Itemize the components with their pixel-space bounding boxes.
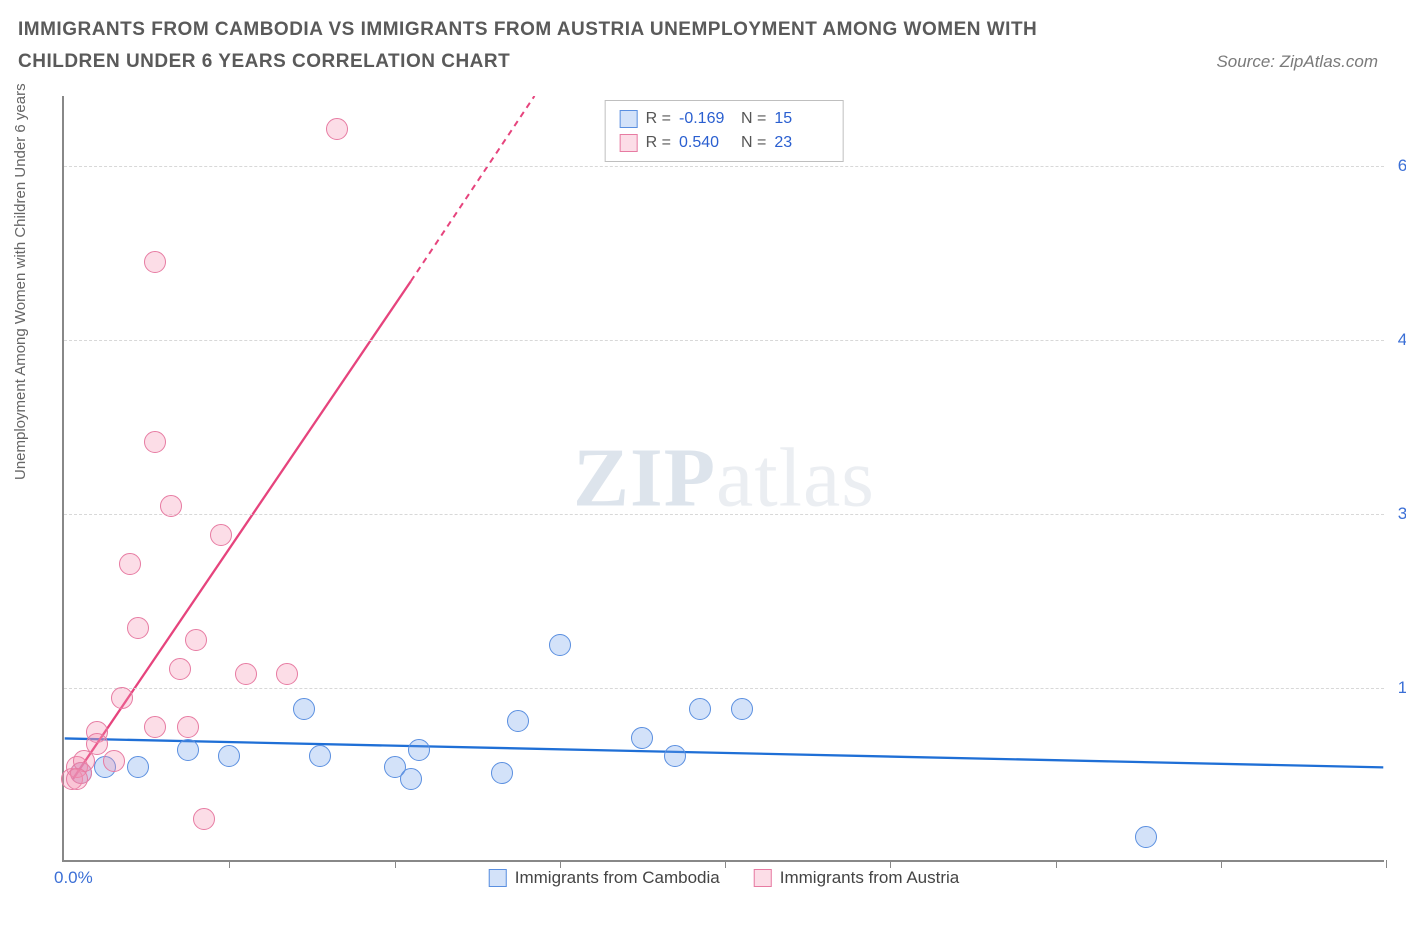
gridline xyxy=(64,514,1384,515)
swatch-cambodia-2 xyxy=(489,869,507,887)
watermark: ZIPatlas xyxy=(573,430,875,527)
r-value-1: 0.540 xyxy=(679,131,733,155)
point-austria xyxy=(144,251,166,273)
point-austria xyxy=(177,716,199,738)
point-cambodia xyxy=(309,745,331,767)
point-austria xyxy=(326,118,348,140)
point-austria xyxy=(86,733,108,755)
point-austria xyxy=(276,663,298,685)
series-legend: Immigrants from Cambodia Immigrants from… xyxy=(489,868,960,888)
series-name-1: Immigrants from Austria xyxy=(780,868,960,888)
point-cambodia xyxy=(664,745,686,767)
x-tick xyxy=(1056,860,1057,868)
y-tick-label: 30.0% xyxy=(1398,504,1406,524)
x-tick xyxy=(890,860,891,868)
point-austria xyxy=(66,768,88,790)
watermark-bold: ZIP xyxy=(573,432,716,525)
x-tick xyxy=(1386,860,1387,868)
r-value-0: -0.169 xyxy=(679,107,733,131)
x-tick xyxy=(229,860,230,868)
correlation-legend: R = -0.169 N = 15 R = 0.540 N = 23 xyxy=(605,100,844,162)
point-austria xyxy=(144,716,166,738)
r-label-0: R = xyxy=(646,107,671,131)
x-tick xyxy=(725,860,726,868)
point-austria xyxy=(119,553,141,575)
legend-row-cambodia: R = -0.169 N = 15 xyxy=(620,107,829,131)
x-axis-min-label: 0.0% xyxy=(54,868,93,888)
legend-row-austria: R = 0.540 N = 23 xyxy=(620,131,829,155)
point-cambodia xyxy=(400,768,422,790)
point-austria xyxy=(111,687,133,709)
point-austria xyxy=(103,750,125,772)
series-name-0: Immigrants from Cambodia xyxy=(515,868,720,888)
x-tick xyxy=(560,860,561,868)
point-austria xyxy=(169,658,191,680)
gridline xyxy=(64,340,1384,341)
point-cambodia xyxy=(127,756,149,778)
point-austria xyxy=(185,629,207,651)
point-cambodia xyxy=(507,710,529,732)
plot-area: ZIPatlas R = -0.169 N = 15 R = 0.540 N =… xyxy=(62,96,1384,862)
point-cambodia xyxy=(689,698,711,720)
point-cambodia xyxy=(731,698,753,720)
chart-title: IMMIGRANTS FROM CAMBODIA VS IMMIGRANTS F… xyxy=(18,14,1118,79)
legend-item-cambodia: Immigrants from Cambodia xyxy=(489,868,720,888)
point-cambodia xyxy=(549,634,571,656)
point-cambodia xyxy=(408,739,430,761)
r-label-1: R = xyxy=(646,131,671,155)
point-austria xyxy=(144,431,166,453)
y-tick-label: 15.0% xyxy=(1398,678,1406,698)
point-cambodia xyxy=(1135,826,1157,848)
y-axis-label: Unemployment Among Women with Children U… xyxy=(12,83,29,480)
n-value-0: 15 xyxy=(774,107,828,131)
point-austria xyxy=(127,617,149,639)
point-austria xyxy=(193,808,215,830)
watermark-light: atlas xyxy=(716,432,875,525)
n-label-1: N = xyxy=(741,131,766,155)
point-austria xyxy=(160,495,182,517)
point-cambodia xyxy=(293,698,315,720)
swatch-austria-2 xyxy=(754,869,772,887)
y-tick-label: 60.0% xyxy=(1398,156,1406,176)
point-cambodia xyxy=(491,762,513,784)
point-austria xyxy=(210,524,232,546)
gridline xyxy=(64,688,1384,689)
point-cambodia xyxy=(177,739,199,761)
gridline xyxy=(64,166,1384,167)
source-attribution: Source: ZipAtlas.com xyxy=(1216,52,1378,72)
swatch-cambodia xyxy=(620,110,638,128)
x-tick xyxy=(1221,860,1222,868)
n-label-0: N = xyxy=(741,107,766,131)
legend-item-austria: Immigrants from Austria xyxy=(754,868,960,888)
swatch-austria xyxy=(620,134,638,152)
trend-lines-svg xyxy=(64,96,1384,860)
y-tick-label: 45.0% xyxy=(1398,330,1406,350)
point-cambodia xyxy=(631,727,653,749)
point-cambodia xyxy=(218,745,240,767)
x-tick xyxy=(395,860,396,868)
n-value-1: 23 xyxy=(774,131,828,155)
point-austria xyxy=(235,663,257,685)
